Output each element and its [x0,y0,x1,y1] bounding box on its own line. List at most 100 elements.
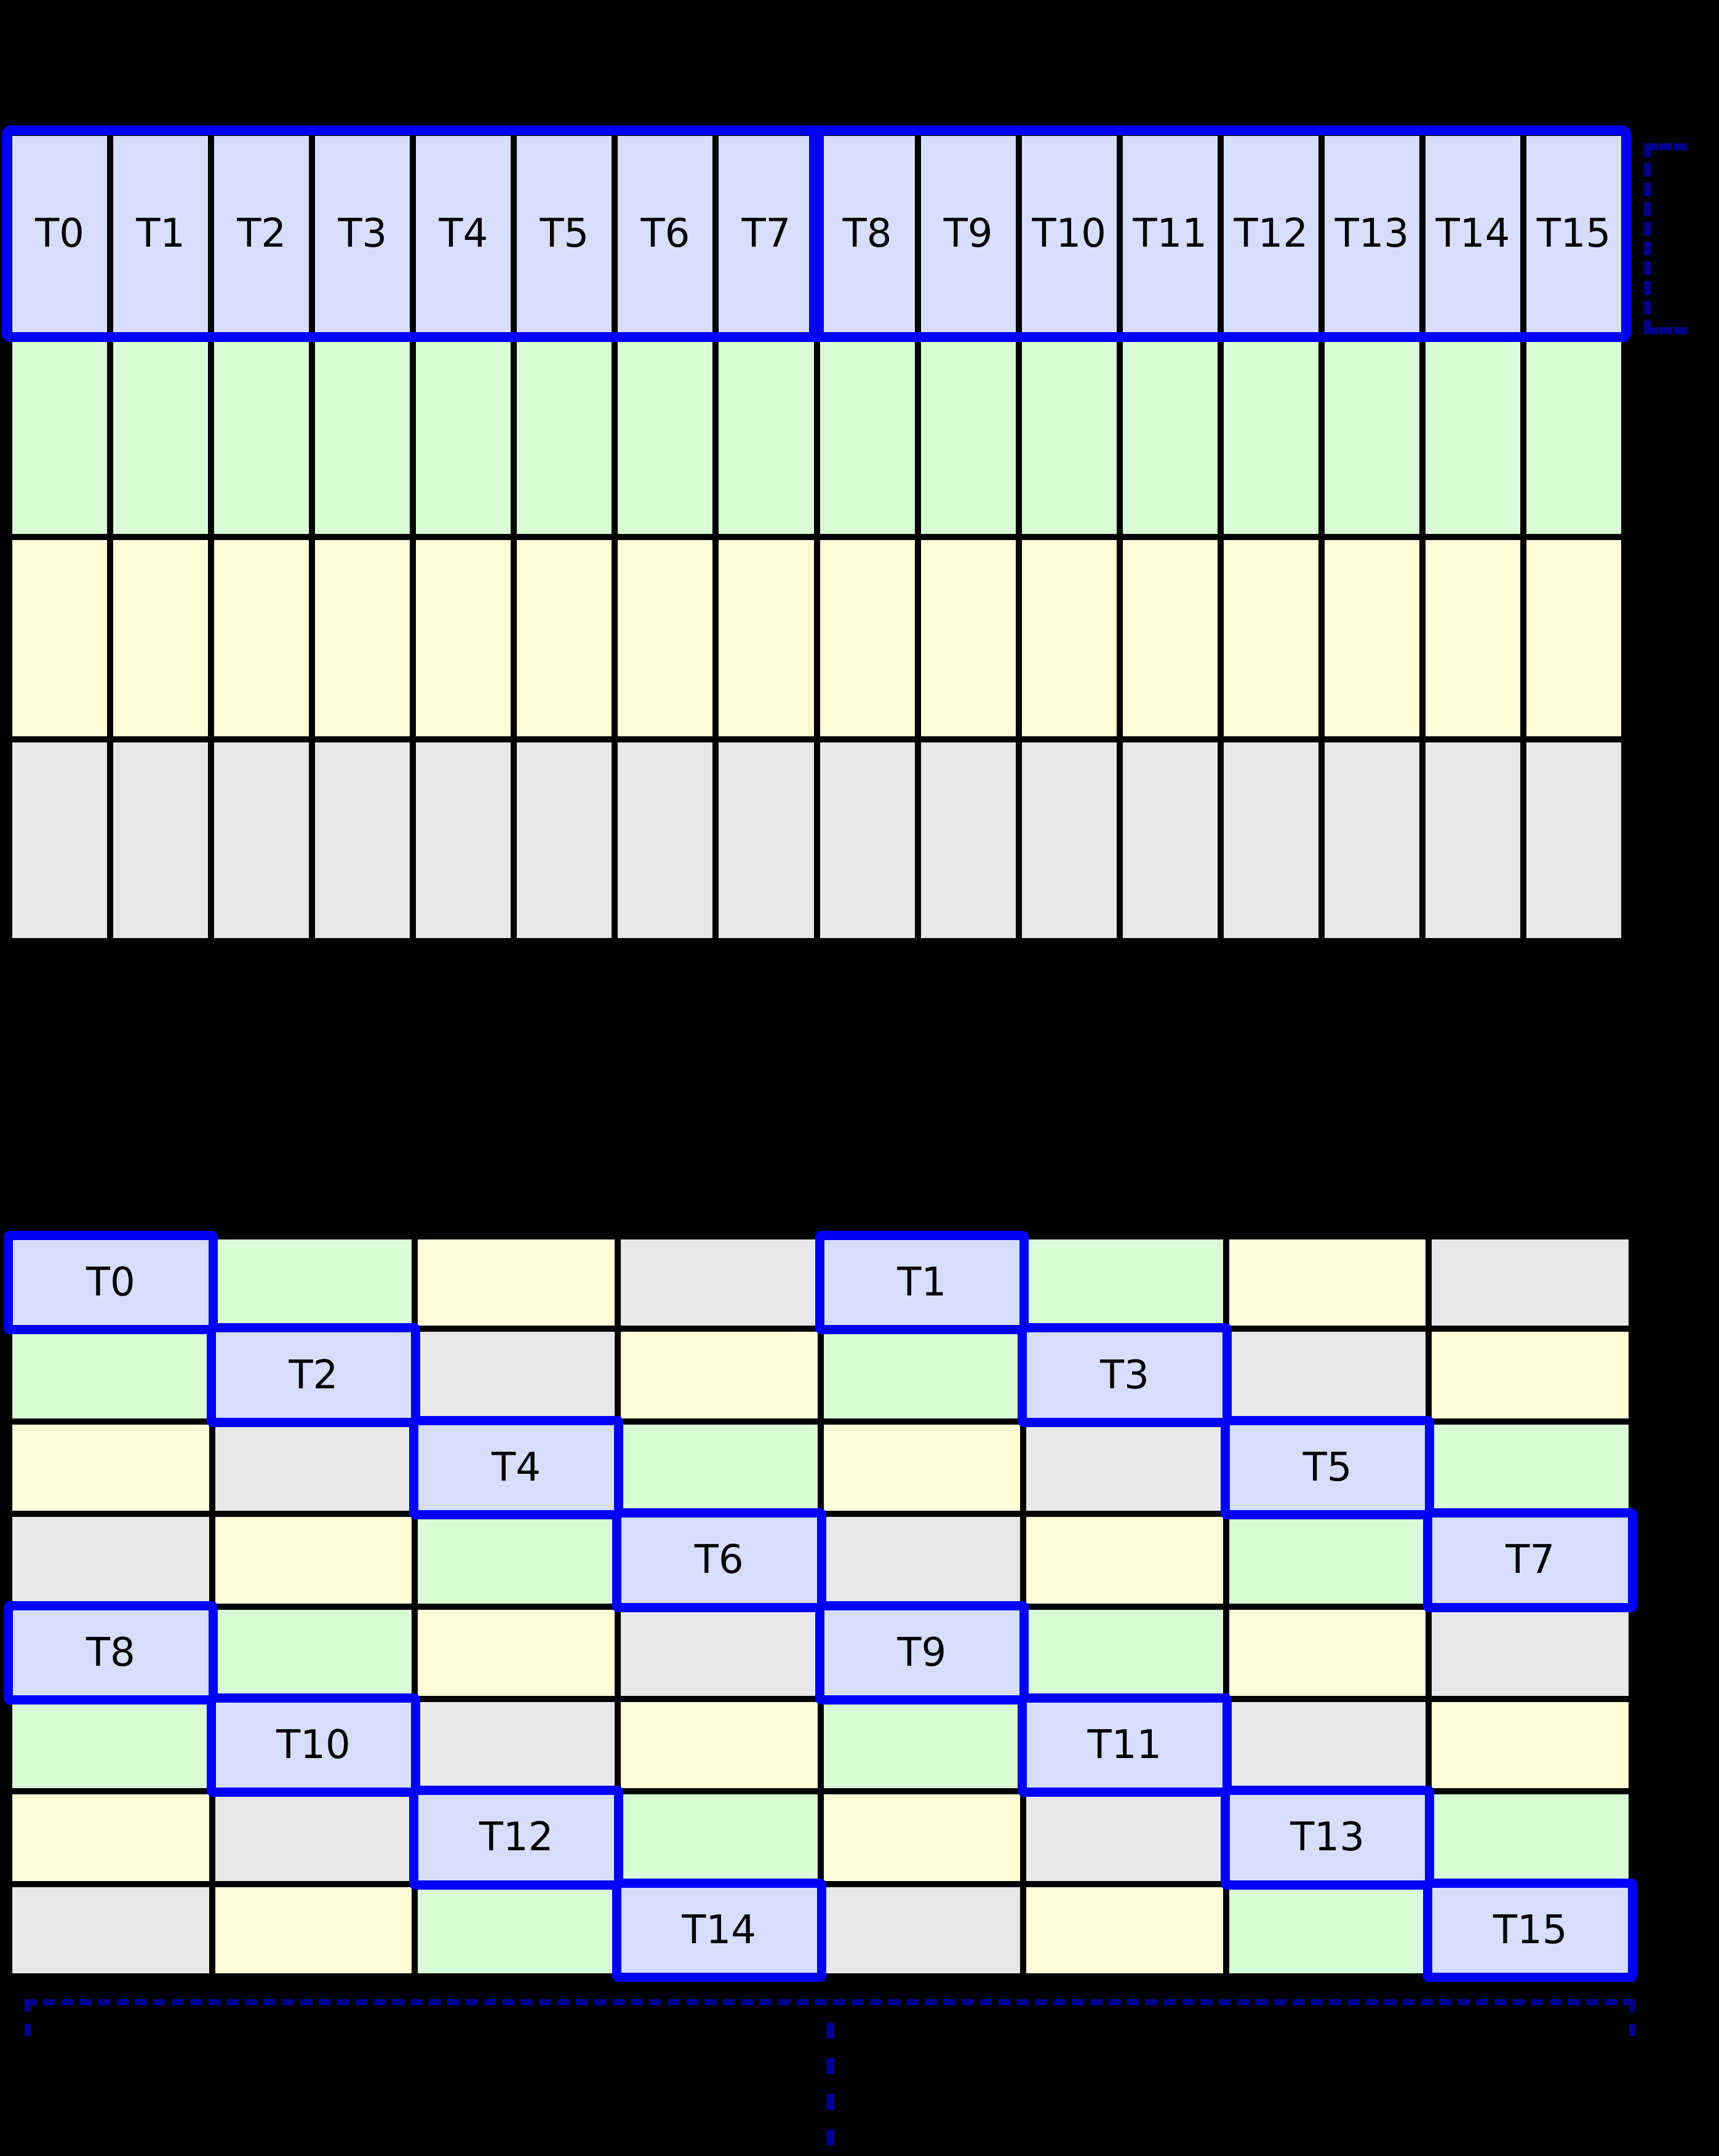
thread-cell-T6: T6 [612,1508,826,1612]
thread-cell-T12: T12 [409,1786,623,1890]
thread-cell-T13: T13 [1321,133,1422,335]
memory-cell [617,1698,821,1792]
gray-row-cell [816,739,918,941]
thread-label: T6 [640,211,690,257]
thread-label: T15 [1536,211,1611,257]
green-row-cell [1018,335,1120,537]
thread-cell-T7: T7 [1423,1508,1637,1612]
memory-cell [820,1884,1024,1976]
green-row-cell [1422,335,1523,537]
green-row-cell [816,335,918,537]
thread-cell-T6: T6 [615,133,716,335]
gray-row-cell [917,739,1019,941]
thread-cell-T10: T10 [1018,133,1120,335]
thread-label: T15 [1493,1907,1568,1953]
memory-cell [415,1884,618,1976]
thread-cell-T15: T15 [1423,1878,1637,1983]
memory-cell [415,1698,618,1792]
memory-cell [1226,1514,1429,1607]
thread-cell-T8: T8 [4,1601,218,1705]
thread-label: T5 [1302,1444,1352,1490]
memory-cell [1429,1698,1632,1792]
thread-cell-T10: T10 [206,1693,420,1797]
thread-label: T9 [897,1629,947,1676]
memory-cell [617,1329,821,1422]
thread-label: T2 [289,1352,338,1398]
thread-cell-T15: T15 [1523,133,1624,335]
memory-cell [617,1791,821,1884]
memory-cell [1429,1791,1632,1884]
gray-row-cell [413,739,514,941]
yellow-row-cell [413,537,514,739]
memory-cell [9,1791,212,1884]
memory-cell [820,1698,1024,1792]
green-row-cell [1220,335,1322,537]
gray-row-cell [211,739,313,941]
yellow-row-cell [312,537,413,739]
gray-row-cell [1119,739,1221,941]
green-row-cell [615,335,716,537]
memory-cell [415,1606,618,1699]
memory-cell [820,1329,1024,1422]
memory-cell [1429,1606,1632,1699]
gray-row-cell [1321,739,1422,941]
thread-label: T1 [897,1260,947,1306]
memory-cell [1226,1236,1429,1329]
yellow-row-cell [816,537,918,739]
memory-cell [212,1421,415,1514]
bottom-grid: T0 T1 T2 T3 T4 T5 T6 T7 T8 T9 T10 T11 T12 T13 T14 T15 [4,1230,1637,1983]
gray-row-cell [1018,739,1120,941]
green-row-cell [1321,335,1422,537]
yellow-row-cell [917,537,1019,739]
thread-cell-T5: T5 [514,133,615,335]
yellow-row-cell [1119,537,1221,739]
green-row-cell [1523,335,1624,537]
yellow-row-cell [615,537,716,739]
thread-cell-T13: T13 [1220,1786,1434,1890]
green-row-cell [1119,335,1221,537]
gray-row-cell [9,739,111,941]
bottom-grid-bracket [25,1999,1635,2036]
memory-cell [9,1884,212,1976]
yellow-row-cell [9,537,111,739]
thread-label: T5 [540,211,589,257]
thread-cell-T12: T12 [1220,133,1322,335]
memory-cell [415,1329,618,1422]
memory-cell [9,1698,212,1792]
memory-cell [1023,1791,1226,1884]
thread-cell-T11: T11 [1119,133,1221,335]
memory-cell [212,1514,415,1607]
thread-cell-T7: T7 [716,133,817,335]
memory-cell [1226,1329,1429,1422]
thread-label: T4 [439,211,489,257]
gray-row-cell [312,739,413,941]
thread-cell-T4: T4 [409,1415,623,1520]
thread-cell-T5: T5 [1220,1415,1434,1520]
thread-label: T12 [479,1815,554,1861]
thread-label: T8 [842,211,892,257]
gray-row-cell [1523,739,1624,941]
green-row-cell [9,335,111,537]
yellow-row-cell [1321,537,1422,739]
thread-cell-T9: T9 [815,1601,1029,1705]
gray-row-cell [716,739,817,941]
thread-label: T11 [1133,211,1207,257]
thread-cell-T9: T9 [917,133,1019,335]
thread-label: T2 [237,211,287,257]
memory-cell [1429,1329,1632,1422]
yellow-row-cell [716,537,817,739]
yellow-row-cell [1523,537,1624,739]
memory-cell [415,1236,618,1329]
green-row-cell [917,335,1019,537]
memory-cell [212,1884,415,1976]
memory-cell [820,1791,1024,1884]
gray-row-cell [514,739,615,941]
thread-cell-T4: T4 [413,133,514,335]
memory-cell [9,1329,212,1422]
thread-label: T4 [492,1444,541,1490]
thread-label: T11 [1087,1722,1162,1768]
memory-cell [9,1514,212,1607]
memory-cell [212,1236,415,1329]
thread-label: T1 [136,211,185,257]
thread-label: T13 [1290,1815,1365,1861]
